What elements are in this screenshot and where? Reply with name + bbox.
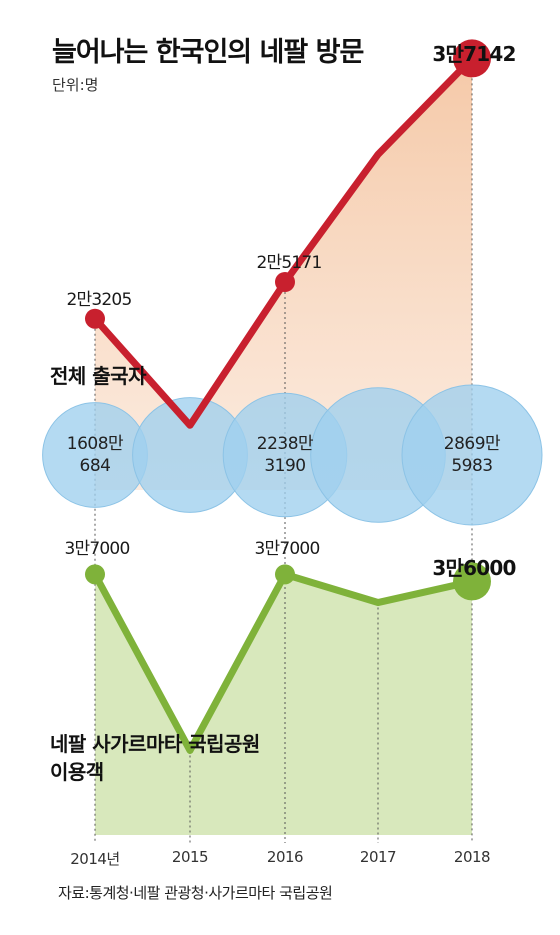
- bubble-label-line: 2869만: [443, 434, 501, 454]
- bottom-series-point: [275, 564, 295, 585]
- series-label-departures: 전체 출국자: [50, 364, 146, 388]
- x-tick-label: 2018: [453, 848, 491, 866]
- source-note: 자료:통계청·네팔 관광청·사가르마타 국립공원: [58, 884, 333, 902]
- top-series-data-label: 3만7142: [432, 42, 516, 66]
- bottom-series-point: [453, 562, 491, 601]
- bottom-series-data-label: 3만6000: [432, 556, 516, 580]
- top-series-data-label: 2만5171: [256, 253, 323, 273]
- chart-title: 늘어나는 한국인의 네팔 방문: [52, 37, 364, 68]
- bubble-label-line: 2238만: [256, 434, 314, 454]
- top-series-data-label: 2만3205: [66, 289, 133, 310]
- top-series-point: [453, 39, 491, 78]
- departures-bubble-label: 1608만 684: [35, 433, 155, 477]
- bottom-series-data-label: 3만7000: [64, 539, 131, 560]
- top-series-point: [85, 308, 105, 329]
- bubble-label-line: 3190: [264, 456, 306, 476]
- series-label-park-visitors: 네팔 사가르마타 국립공원 이용객: [50, 732, 260, 784]
- departures-bubble: [401, 384, 543, 526]
- x-tick-label: 2017: [359, 848, 397, 866]
- bubble-label-line: 684: [79, 456, 111, 476]
- bottom-series-area: [95, 574, 472, 835]
- bubble-label-line: 1608만: [66, 434, 124, 454]
- x-tick-label: 2016: [266, 848, 304, 866]
- unit-label: 단위:명: [52, 76, 99, 94]
- bubble-label-line: 5983: [451, 456, 493, 476]
- top-series-area: [95, 58, 472, 490]
- departures-bubble-label: 2869만 5983: [412, 433, 532, 477]
- departures-bubble-label: 2238만 3190: [225, 433, 345, 477]
- x-tick-label: 2014년: [70, 850, 120, 868]
- bottom-series-point: [85, 564, 105, 585]
- x-tick-label: 2015: [171, 848, 209, 866]
- top-series-point: [275, 272, 295, 293]
- bottom-series-data-label: 3만7000: [254, 539, 321, 560]
